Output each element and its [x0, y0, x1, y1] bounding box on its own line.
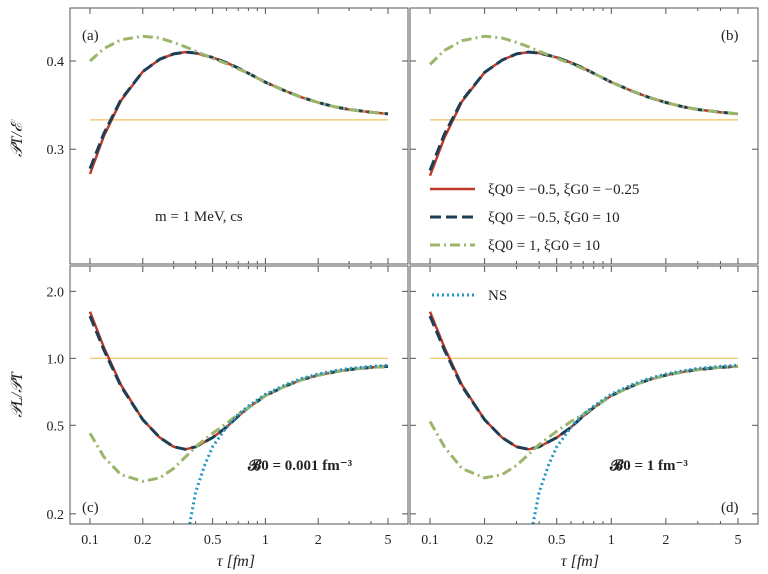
series-d-1 [428, 311, 739, 451]
panel-label-d: (d) [721, 500, 739, 516]
y-axis-label-top: 𝒫T/ℰ [9, 119, 26, 157]
series-d-3 [428, 364, 739, 480]
legend-label-3: ξQ0 = 1, ξG0 = 10 [488, 238, 600, 254]
ytick-label-c-3: 2.0 [47, 285, 65, 300]
panel-a: 0.3 0.4 [47, 8, 408, 264]
ytick-label-a-1: 0.4 [47, 55, 65, 70]
series-a-3 [89, 34, 389, 116]
ytick-label-c-0: 0.2 [47, 508, 65, 523]
xtick-label-c-5: 5 [385, 533, 392, 548]
ytick-label-a-0: 0.3 [47, 143, 65, 158]
ytick-label-c-2: 1.0 [47, 352, 65, 367]
legend-label-ns: NS [488, 288, 507, 304]
panel-d: 0.1 0.2 0.5 1 2 5 [410, 266, 758, 548]
y-axis-label-bottom: 𝒫L/𝒫T [9, 371, 26, 417]
series-d-4 [531, 363, 739, 524]
xtick-label-d-5: 5 [735, 533, 742, 548]
legend: ξQ0 = −0.5, ξG0 = −0.25 ξQ0 = −0.5, ξG0 … [430, 182, 639, 254]
legend-label-1: ξQ0 = −0.5, ξG0 = −0.25 [488, 182, 639, 198]
legend-label-2: ξQ0 = −0.5, ξG0 = 10 [488, 210, 620, 226]
panel-c: 0.1 0.2 0.5 1 2 5 0.2 0.5 1.0 2.0 [47, 266, 408, 548]
panel-label-a: (a) [82, 28, 99, 44]
xtick-label-d-4: 2 [662, 533, 669, 548]
xtick-label-d-1: 0.2 [476, 533, 494, 548]
xtick-label-d-2: 0.5 [548, 533, 566, 548]
baryon-density-annotation-d: 𝓑0 = 1 fm⁻³ [609, 458, 688, 474]
panel-b [410, 8, 758, 264]
series-b-3 [428, 34, 739, 116]
series-c-1 [88, 311, 389, 451]
xtick-label-c-4: 2 [315, 533, 322, 548]
series-d-2 [428, 315, 739, 451]
xtick-label-c-2: 0.5 [204, 533, 222, 548]
series-c-2 [88, 315, 389, 451]
xtick-label-d-3: 1 [608, 533, 615, 548]
xtick-label-c-0: 0.1 [81, 533, 99, 548]
series-c-4 [188, 363, 389, 524]
legend-ns: NS [432, 288, 507, 304]
panel-label-c: (c) [82, 500, 99, 516]
panel-a-frame [69, 7, 409, 265]
panel-c-frame [69, 265, 409, 525]
xtick-label-c-1: 0.2 [134, 533, 152, 548]
panel-d-frame [409, 265, 759, 525]
xtick-label-c-3: 1 [262, 533, 269, 548]
baryon-density-annotation-c: 𝓑0 = 0.001 fm⁻³ [247, 458, 353, 474]
mass-annotation: m = 1 MeV, cs [155, 209, 243, 225]
ytick-label-c-1: 0.5 [47, 419, 65, 434]
panel-b-frame [409, 7, 759, 265]
x-axis-label-right: τ [fm] [561, 553, 599, 570]
panel-label-b: (b) [721, 28, 739, 44]
xtick-label-d-0: 0.1 [421, 533, 439, 548]
x-axis-label-left: τ [fm] [217, 553, 255, 570]
